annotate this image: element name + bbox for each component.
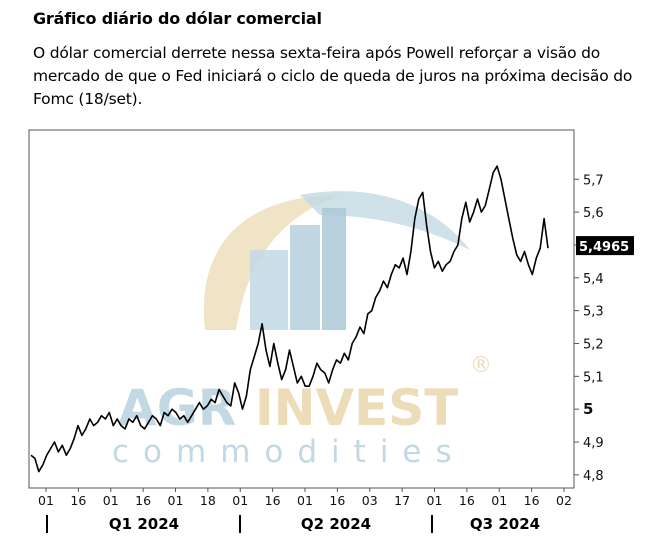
quarter-axis: Q1 2024 Q2 2024 Q3 2024 [46,515,540,533]
x-tick-label: 18 [200,493,216,508]
watermark-tagline: commodities [112,434,466,470]
x-tick-label: 01 [38,493,54,508]
plot-frame [28,129,575,489]
y-tick-label: 5 [583,400,593,418]
x-tick-label: 17 [394,493,410,508]
y-tick-label: 5,6 [583,206,604,221]
x-tick-label: 02 [556,493,572,508]
x-tick-label: 01 [103,493,119,508]
last-price-box [576,236,634,256]
watermark-swoosh-tan [203,195,340,330]
x-tick-label: 16 [524,493,540,508]
x-tick-label: 03 [362,493,378,508]
watermark-brand-invest: INVEST [255,379,458,437]
y-tick-label: 4,9 [583,436,604,451]
x-tick-label: 01 [168,493,184,508]
agrinvest-watermark: AGR INVEST ® commodities [112,191,492,470]
quarter-label: Q3 2024 [470,515,540,533]
x-tick-label: 16 [329,493,345,508]
x-tick-label: 16 [459,493,475,508]
y-tick-label: 5,2 [583,337,604,352]
x-tick-label: 16 [265,493,281,508]
last-price-label: 5,4965 [576,236,634,256]
y-tick-label: 5,3 [583,305,604,320]
watermark-bar-3 [322,208,346,330]
x-tick-label: 01 [491,493,507,508]
chart-title-text: Gráfico diário do dólar comercial [33,9,322,28]
y-axis: 4,8 4,9 5 5,1 5,2 5,3 5,4 5,6 5,7 [574,173,604,484]
y-tick-label: 5,4 [583,272,604,287]
x-tick-label: 16 [135,493,151,508]
x-tick-label: 01 [232,493,248,508]
x-tick-label: 01 [297,493,313,508]
y-tick-label: 5,7 [583,173,604,188]
quarter-label: Q1 2024 [109,515,179,533]
watermark-swoosh-blue [300,191,470,250]
watermark-brand-agr: AGR [118,379,236,437]
x-tick-label: 01 [427,493,443,508]
watermark-bar-2 [290,225,320,330]
watermark-registered: ® [470,353,492,378]
last-price-value: 5,4965 [579,240,629,255]
y-tick-label: 4,8 [583,469,604,484]
y-tick-label: 5,1 [583,370,604,385]
x-axis: 01 16 01 16 01 18 01 16 01 16 03 17 01 16 01 16 02 [38,488,572,508]
usd-brl-price-line [30,165,549,473]
x-tick-label: 16 [70,493,86,508]
quarter-label: Q2 2024 [301,515,371,533]
chart-subtitle: O dólar comercial derrete nessa sexta-fe… [33,44,633,108]
watermark-bar-1 [250,250,288,330]
